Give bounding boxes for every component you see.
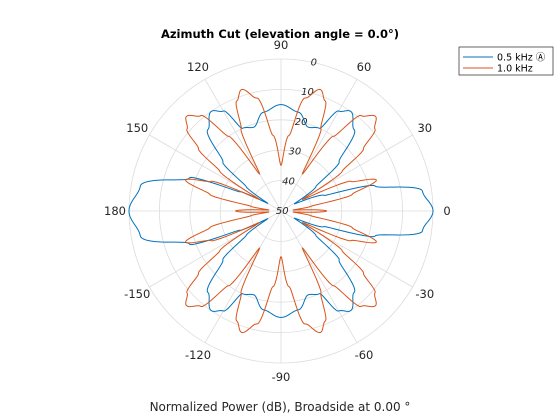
legend-label: 0.5 kHz Ⓐ <box>497 53 546 64</box>
angle-tick-label: -120 <box>185 348 211 362</box>
grid-spoke-11 <box>204 79 282 212</box>
x-axis-label: Normalized Power (dB), Broadside at 0.00… <box>150 400 411 414</box>
series-line-1 <box>128 104 434 318</box>
grid-spoke-8 <box>149 210 282 288</box>
angle-tick-label: 60 <box>357 60 372 74</box>
radial-tick-label: 30 <box>288 147 301 158</box>
legend[interactable]: 0.5 kHz Ⓐ1.0 kHz <box>458 46 554 76</box>
chart-title: Azimuth Cut (elevation angle = 0.0°) <box>161 27 399 41</box>
angle-tick-label: -150 <box>124 287 150 301</box>
angle-tick-label: 30 <box>417 121 432 135</box>
radial-tick-label: 0 <box>311 57 317 68</box>
legend-box <box>458 46 554 76</box>
legend-label: 1.0 kHz <box>497 64 533 75</box>
radial-tick-label: 40 <box>282 176 295 187</box>
angle-tick-label: 150 <box>126 121 148 135</box>
angle-tick-label: -90 <box>272 370 291 384</box>
angle-tick-label: 120 <box>187 60 209 74</box>
angle-tick-label: 90 <box>274 38 289 52</box>
grid-spoke-10 <box>149 134 282 212</box>
angle-tick-label: 180 <box>104 204 126 218</box>
pattern-series <box>128 88 434 334</box>
radial-tick-labels: 0 10 20 30 40 50 <box>276 57 317 217</box>
angle-tick-labels: 90 60 30 0 -30 -60 -90 -120 -150 180 150 120 <box>104 38 451 384</box>
grid-spoke-5 <box>280 210 358 343</box>
angle-tick-label: 0 <box>443 204 450 218</box>
grid-spoke-1 <box>280 79 358 212</box>
grid-spoke-7 <box>204 210 282 343</box>
series-line-2 <box>185 88 377 334</box>
radial-tick-label: 10 <box>301 87 314 98</box>
radial-tick-label: 20 <box>295 117 308 128</box>
angle-tick-label: -30 <box>415 287 434 301</box>
radial-tick-label: 50 <box>276 206 289 217</box>
angle-tick-label: -60 <box>355 348 374 362</box>
